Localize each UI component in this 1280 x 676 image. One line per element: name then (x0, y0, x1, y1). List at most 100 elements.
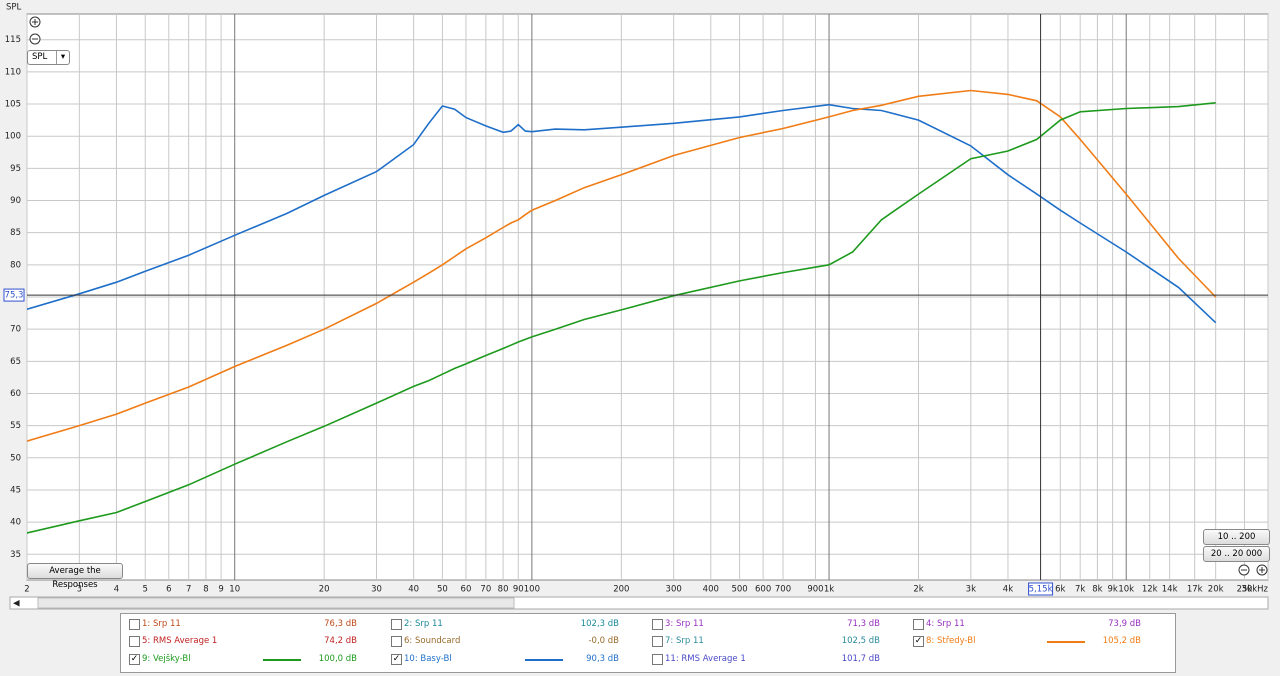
scroll-left[interactable]: ◀ (13, 599, 20, 609)
y-tick-label: 50 (10, 453, 21, 463)
item-value: 101,7 dB (841, 654, 880, 664)
item-value: 102,5 dB (841, 636, 880, 646)
line-swatch (525, 659, 563, 661)
dropdown[interactable]: SPL ▾ (27, 50, 70, 65)
checkbox[interactable] (391, 636, 402, 647)
legend-item: 4: Srp 11 73,9 dB (913, 617, 1141, 633)
x-tick-label: 40 (408, 585, 419, 595)
item-value: 71,3 dB (847, 619, 880, 629)
y-tick-label: 85 (10, 228, 21, 238)
x-tick-label: 500 (731, 585, 747, 595)
x-tick-label: 30kHz (1241, 585, 1268, 595)
x-tick-label: 20 (319, 585, 330, 595)
legend-item: 6: Soundcard -0,0 dB (391, 634, 619, 650)
chart: SPL 354045505560657075808590951001051101… (3, 3, 1269, 610)
x-zoom-out[interactable] (1238, 564, 1250, 576)
x-tick-label: 17k (1187, 585, 1203, 595)
x-tick-label: 6k (1055, 585, 1065, 595)
legend-item: 1: Srp 11 76,3 dB (129, 617, 357, 633)
checkbox[interactable] (129, 636, 140, 647)
y-tick-label: 80 (10, 260, 21, 270)
item-name: 8: Středy-Bl (926, 636, 976, 646)
x-tick-label: 2 (24, 585, 29, 595)
series-line (27, 103, 1217, 324)
checkbox[interactable]: ✓ (391, 654, 402, 665)
legend-item: 2: Srp 11 102,3 dB (391, 617, 619, 633)
x-tick-label: 600 (755, 585, 771, 595)
line-swatch (263, 659, 301, 661)
item-value: 90,3 dB (586, 654, 619, 664)
checkbox[interactable] (391, 619, 402, 630)
y-tick-label: 65 (10, 357, 21, 367)
legend-panel: 1: Srp 11 76,3 dB 2: Srp 11 102,3 dB 3: Srp … (120, 613, 1176, 673)
x-tick-label: 1k (824, 585, 834, 595)
item-value: 100,0 dB (318, 654, 357, 664)
x-tick-label: 6 (166, 585, 171, 595)
y-tick-label: 35 (10, 550, 21, 560)
x-tick-label: 200 (613, 585, 629, 595)
legend-item: ✓ 10: Basy-Bl 90,3 dB (391, 652, 619, 668)
item-name: 2: Srp 11 (404, 619, 443, 629)
x-tick-label: 7 (186, 585, 191, 595)
dropdown-arrow: ▾ (56, 51, 69, 64)
checkbox[interactable] (652, 619, 663, 630)
x-tick-label: 2k (913, 585, 923, 595)
scrollbar-thumb[interactable] (37, 597, 515, 609)
y-tick-label: 110 (5, 67, 21, 77)
y-tick-label: 55 (10, 421, 21, 431)
y-tick-label: 70 (10, 325, 21, 335)
x-tick-label: 10 (229, 585, 240, 595)
item-value: 105,2 dB (1102, 636, 1141, 646)
item-value: 102,3 dB (580, 619, 619, 629)
dropdown-text: SPL (32, 52, 48, 62)
item-name: 6: Soundcard (404, 636, 461, 646)
series-line (27, 102, 1216, 534)
zoom-out[interactable] (29, 33, 41, 45)
x-tick-label: 12k (1142, 585, 1158, 595)
legend-item: 5: RMS Average 1 74,2 dB (129, 634, 357, 650)
x-tick-label: 3k (966, 585, 976, 595)
x-tick-label: 4k (1003, 585, 1013, 595)
x-tick-label: 9 (218, 585, 223, 595)
checkbox[interactable]: ✓ (913, 636, 924, 647)
y-tick-label: 90 (10, 196, 21, 206)
checkbox[interactable]: ✓ (129, 654, 140, 665)
item-name: 1: Srp 11 (142, 619, 181, 629)
range-button[interactable]: 10 .. 200 (1203, 529, 1270, 545)
x-zoom-in[interactable] (1256, 564, 1268, 576)
item-value: 74,2 dB (324, 636, 357, 646)
legend-item: 7: Srp 11 102,5 dB (652, 634, 880, 650)
checkbox[interactable] (652, 636, 663, 647)
zoom-in[interactable] (29, 16, 41, 28)
x-tick-label: 20k (1208, 585, 1224, 595)
y-tick-label: 105 (5, 100, 21, 110)
legend-item: ✓ 8: Středy-Bl 105,2 dB (913, 634, 1141, 650)
x-tick-label: 25k (1237, 585, 1253, 595)
x-tick-label: 100 (524, 585, 540, 595)
x-tick-label: 70 (480, 585, 491, 595)
cursor-x-box (1028, 582, 1054, 596)
item-name: 4: Srp 11 (926, 619, 965, 629)
x-tick-label: 30 (371, 585, 382, 595)
cursor-y-label: 75,3 (5, 291, 24, 301)
x-tick-label: 80 (498, 585, 509, 595)
x-tick-label: 3 (77, 585, 82, 595)
average-button[interactable]: Average the Responses (27, 563, 123, 590)
y-tick-label: 115 (5, 35, 21, 45)
checkbox[interactable] (129, 619, 140, 630)
checkbox[interactable] (913, 619, 924, 630)
range-button[interactable]: 20 .. 20 000 (1203, 546, 1270, 562)
x-tick-label: 5 (143, 585, 148, 595)
cursor-x-label: 5,15k (1029, 585, 1053, 595)
checkbox[interactable] (652, 654, 663, 665)
y-tick-label: 100 (5, 132, 21, 142)
x-tick-label: 10k (1118, 585, 1134, 595)
x-tick-label: 900 (807, 585, 823, 595)
x-tick-label: 4 (114, 585, 119, 595)
x-tick-label: 400 (703, 585, 719, 595)
legend-item: ✓ 9: Vejšky-Bl 100,0 dB (129, 652, 357, 668)
x-tick-label: 60 (461, 585, 472, 595)
series-line (27, 89, 1217, 442)
legend-item: 3: Srp 11 71,3 dB (652, 617, 880, 633)
